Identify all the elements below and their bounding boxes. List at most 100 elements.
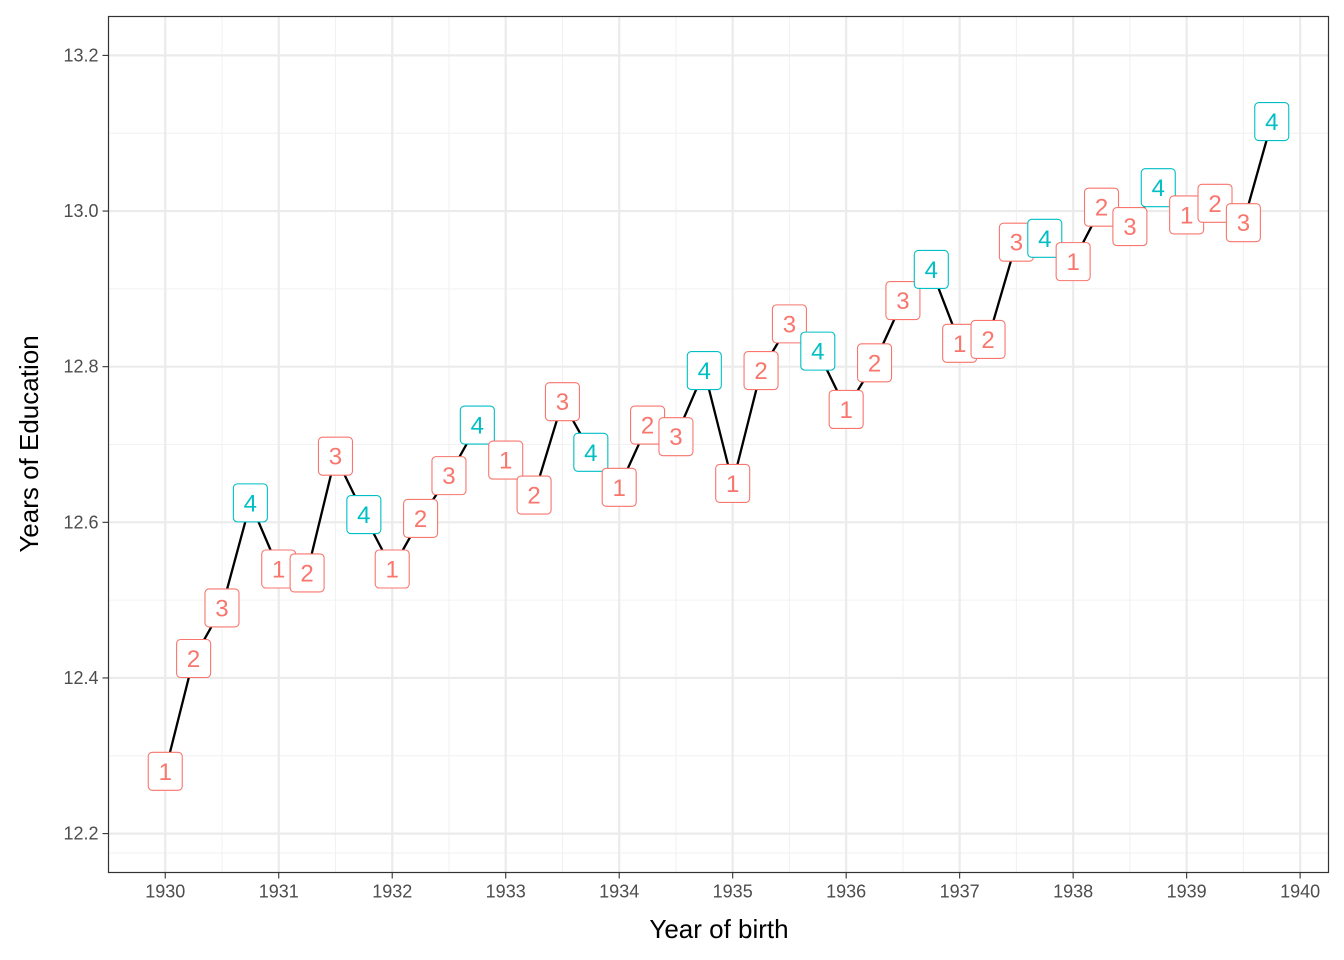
point-label: 3: [317, 436, 354, 476]
x-tick-label: 1934: [599, 882, 639, 902]
point-label-text: 2: [1208, 191, 1221, 218]
point-label-box: [800, 331, 836, 371]
point-label-box: [1140, 168, 1176, 208]
point-label-text: 4: [1038, 226, 1051, 253]
point-label-text: 1: [726, 471, 739, 498]
point-label-box: [403, 498, 439, 538]
point-label-box: [828, 389, 864, 430]
point-label-box: [686, 351, 722, 391]
point-label: 2: [176, 638, 212, 679]
point-label-box: [431, 456, 467, 496]
point-label: 1: [942, 323, 978, 363]
point-label-text: 3: [442, 463, 455, 490]
point-label-box: [1225, 203, 1261, 243]
x-tick-label: 1936: [826, 882, 866, 902]
point-label-box: [856, 343, 893, 383]
point-label-text: 2: [187, 646, 200, 673]
point-label: 4: [459, 405, 495, 445]
point-label-text: 2: [641, 413, 654, 440]
point-label-box: [204, 588, 240, 628]
point-label: 3: [204, 588, 240, 628]
point-label: 3: [658, 417, 694, 457]
point-label: 2: [743, 351, 779, 391]
point-label-box: [147, 751, 183, 791]
y-tick-label: 13.2: [63, 45, 98, 65]
point-label: 4: [232, 483, 268, 523]
x-tick-label: 1930: [145, 882, 185, 902]
point-label: 3: [431, 456, 467, 496]
point-label: 4: [686, 351, 722, 391]
y-tick-label: 12.8: [63, 357, 98, 377]
point-label: 4: [346, 494, 382, 535]
x-tick-label: 1937: [940, 882, 980, 902]
x-axis: 1930 1931 1932 1933 1934 1935 1936 1937 1938 1939…: [145, 872, 1320, 902]
point-label-text: 1: [1066, 249, 1079, 276]
point-label-text: 4: [925, 257, 938, 284]
series-polyline: [164, 121, 1273, 772]
plot-panel-border: [107, 15, 1330, 874]
point-label-text: 1: [953, 331, 966, 358]
point-label-text: 2: [300, 560, 313, 587]
point-label: 2: [289, 553, 325, 593]
point-label-box: [715, 463, 751, 503]
point-label: 2: [403, 498, 439, 538]
y-axis-title: Years of Education: [14, 335, 44, 552]
point-label: 1: [828, 389, 864, 430]
point-label: 3: [771, 304, 807, 344]
point-label-text: 2: [868, 350, 881, 377]
point-label-text: 2: [754, 358, 767, 385]
point-label: 2: [516, 475, 552, 515]
point-label-box: [1112, 207, 1148, 247]
point-label-text: 3: [329, 444, 342, 471]
point-label-text: 4: [471, 413, 484, 440]
point-label: 1: [147, 751, 183, 791]
point-label-box: [1055, 242, 1091, 282]
x-axis-title: Year of birth: [649, 914, 788, 944]
point-label: 2: [970, 319, 1006, 359]
point-label-box: [743, 351, 779, 391]
point-label-text: 1: [499, 448, 512, 475]
point-label-text: 2: [981, 327, 994, 354]
point-label-box: [771, 304, 807, 344]
point-label: 4: [913, 249, 949, 289]
point-label: 3: [998, 222, 1034, 262]
x-tick-label: 1935: [713, 882, 753, 902]
point-label: 3: [1112, 207, 1148, 247]
point-label: 3: [544, 382, 581, 422]
point-label-text: 3: [215, 595, 228, 622]
point-label: 1: [374, 549, 410, 589]
point-label-text: 3: [556, 389, 569, 416]
point-label-box: [1254, 102, 1290, 142]
point-label-text: 1: [613, 475, 626, 502]
point-label-text: 4: [811, 339, 824, 366]
point-label-box: [317, 436, 354, 476]
point-label: 1: [261, 549, 297, 589]
point-label: 2: [630, 405, 666, 445]
point-label-text: 4: [1152, 175, 1165, 202]
point-label-box: [488, 440, 524, 480]
point-label-box: [885, 280, 921, 321]
point-label-text: 1: [1180, 202, 1193, 229]
point-label: 1: [1169, 195, 1205, 235]
point-label-text: 1: [386, 557, 399, 584]
point-label-text: 4: [357, 502, 370, 529]
point-label-box: [544, 382, 581, 422]
point-label-text: 3: [783, 311, 796, 338]
point-label: 1: [715, 463, 751, 503]
point-label-box: [232, 483, 268, 523]
series-line: [164, 121, 1273, 772]
point-label: 4: [800, 331, 836, 371]
point-label-box: [289, 553, 325, 593]
point-label-text: 3: [1010, 230, 1023, 257]
point-label-box: [658, 417, 694, 457]
point-label: 4: [1254, 102, 1290, 142]
y-axis: 12.2 12.4 12.6 12.8 13.0 13.2: [63, 45, 109, 844]
point-label: 2: [856, 343, 893, 383]
point-label: 1: [601, 467, 637, 507]
point-label-text: 1: [272, 557, 285, 584]
y-tick-label: 12.2: [63, 824, 98, 844]
point-label-text: 2: [527, 483, 540, 510]
point-label: 4: [573, 432, 609, 472]
